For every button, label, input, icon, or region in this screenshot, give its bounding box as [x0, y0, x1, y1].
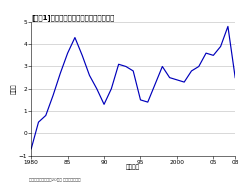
Text: [図表1]経常収支の対国内総生産比の推移: [図表1]経常収支の対国内総生産比の推移 — [31, 14, 114, 21]
Text: 資料：内閣府「平成20年度 国民経済計算」: 資料：内閣府「平成20年度 国民経済計算」 — [29, 177, 80, 181]
Y-axis label: （％）: （％） — [12, 83, 17, 94]
X-axis label: （年度）: （年度） — [126, 165, 140, 170]
